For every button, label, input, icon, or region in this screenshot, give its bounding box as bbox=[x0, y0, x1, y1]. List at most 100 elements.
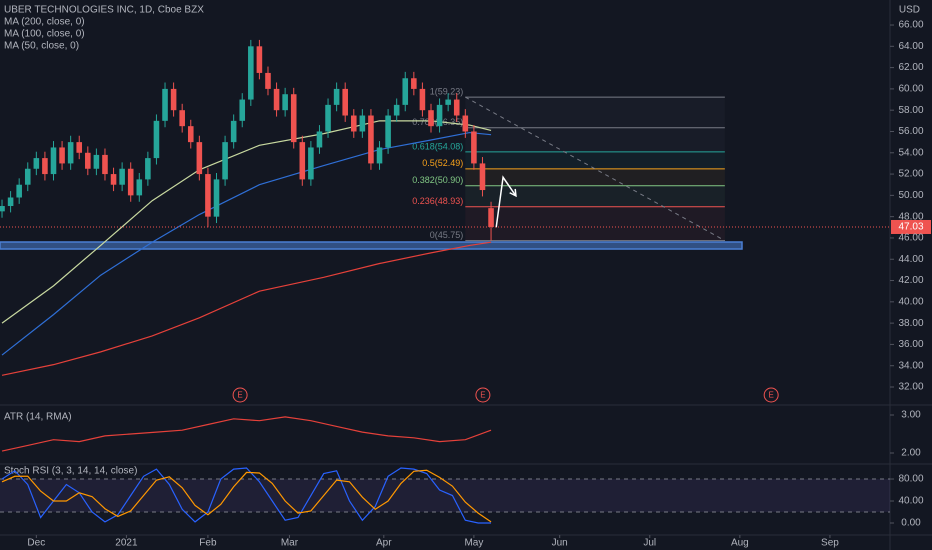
candle-body bbox=[196, 142, 203, 175]
candle-body bbox=[488, 208, 494, 227]
candle-body bbox=[76, 142, 83, 153]
candle-body bbox=[479, 163, 486, 191]
y-tick-label: 80.00 bbox=[898, 474, 923, 485]
candle-body bbox=[411, 78, 417, 89]
y-tick-label: 54.00 bbox=[898, 147, 923, 158]
x-tick-label: Jul bbox=[643, 538, 656, 549]
candle-body bbox=[7, 197, 14, 207]
candle-body bbox=[67, 142, 74, 164]
x-tick-label: Sep bbox=[821, 538, 839, 549]
y-tick-label: 38.00 bbox=[898, 318, 923, 329]
support-zone bbox=[0, 241, 743, 250]
fib-label: 0(45.75) bbox=[430, 230, 464, 240]
last-price-box bbox=[891, 219, 931, 234]
candle-body bbox=[239, 99, 246, 121]
fib-label: 0.5(52.49) bbox=[422, 158, 463, 168]
candle-body bbox=[256, 46, 263, 73]
candle-body bbox=[222, 142, 228, 180]
candle-body bbox=[33, 158, 40, 169]
trend-line bbox=[465, 96, 726, 242]
earnings-marker bbox=[232, 387, 248, 403]
candle-body bbox=[50, 147, 57, 175]
candle-body bbox=[419, 88, 426, 111]
x-tick-label: Apr bbox=[376, 538, 392, 549]
candle-body bbox=[42, 158, 48, 175]
arrow-head bbox=[509, 188, 517, 198]
candle-body bbox=[368, 115, 374, 164]
last-price-label: 47.03 bbox=[898, 222, 923, 233]
fib-band bbox=[465, 168, 725, 186]
fib-label: 0.618(54.08) bbox=[412, 141, 463, 151]
candle-body bbox=[145, 158, 151, 180]
candle-body bbox=[16, 184, 22, 198]
unit-label: USD bbox=[899, 5, 920, 16]
fib-band bbox=[465, 185, 725, 207]
earnings-label: E bbox=[480, 391, 485, 400]
candle-body bbox=[436, 104, 443, 127]
candle-body bbox=[471, 131, 477, 164]
x-tick-label: Dec bbox=[27, 538, 45, 549]
y-tick-label: 50.00 bbox=[898, 190, 923, 201]
candle-body bbox=[290, 94, 297, 143]
candle-body bbox=[393, 104, 400, 116]
y-tick-label: 64.00 bbox=[898, 41, 923, 52]
x-tick-label: Jun bbox=[552, 538, 568, 549]
candle-body bbox=[376, 147, 383, 164]
fib-label: 0.236(48.93) bbox=[412, 196, 463, 206]
y-tick-label: 42.00 bbox=[898, 275, 923, 286]
candle-body bbox=[162, 88, 168, 121]
fib-band bbox=[465, 151, 725, 169]
fib-band bbox=[465, 97, 725, 128]
candle-body bbox=[299, 142, 306, 180]
y-tick-label: 48.00 bbox=[898, 211, 923, 222]
pane-title: ATR (14, RMA) bbox=[4, 412, 72, 423]
legend-entry: MA (200, close, 0) bbox=[4, 17, 85, 28]
candle-body bbox=[316, 131, 323, 148]
candle-body bbox=[110, 174, 117, 185]
indicator-line bbox=[1, 469, 492, 523]
y-tick-label: 44.00 bbox=[898, 254, 923, 265]
moving-average bbox=[1, 241, 492, 376]
candle-body bbox=[0, 206, 5, 212]
y-tick-label: 56.00 bbox=[898, 126, 923, 137]
legend-entry: MA (100, close, 0) bbox=[4, 29, 85, 40]
x-tick-label: Aug bbox=[731, 538, 749, 549]
moving-average bbox=[1, 120, 492, 324]
candle-body bbox=[213, 179, 220, 217]
candle-body bbox=[308, 147, 314, 180]
candle-body bbox=[333, 88, 340, 105]
fib-label: 0.382(50.90) bbox=[412, 175, 463, 185]
candle-body bbox=[59, 147, 65, 164]
candle-body bbox=[282, 94, 288, 111]
x-tick-label: Feb bbox=[199, 538, 217, 549]
candle-body bbox=[428, 110, 434, 127]
indicator-line bbox=[1, 467, 492, 524]
candle-body bbox=[273, 88, 280, 111]
candle-body bbox=[342, 88, 348, 116]
candle-body bbox=[127, 168, 134, 196]
candle-body bbox=[170, 88, 177, 111]
candle-body bbox=[453, 99, 460, 116]
y-tick-label: 66.00 bbox=[898, 20, 923, 31]
candle-body bbox=[462, 115, 469, 132]
y-tick-label: 60.00 bbox=[898, 84, 923, 95]
y-tick-label: 32.00 bbox=[898, 382, 923, 393]
y-tick-label: 34.00 bbox=[898, 360, 923, 371]
y-tick-label: 40.00 bbox=[898, 496, 923, 507]
x-tick-label: 2021 bbox=[115, 538, 138, 549]
candle-body bbox=[102, 154, 108, 175]
indicator-line bbox=[1, 416, 492, 452]
y-tick-label: 36.00 bbox=[898, 339, 923, 350]
candle-body bbox=[93, 154, 100, 169]
candle-body bbox=[350, 115, 357, 132]
candle-body bbox=[179, 110, 185, 127]
earnings-marker bbox=[475, 387, 491, 403]
candle-body bbox=[359, 115, 366, 132]
fib-band bbox=[465, 206, 725, 241]
candle-body bbox=[385, 115, 391, 148]
y-tick-label: 3.00 bbox=[901, 410, 921, 421]
candle-body bbox=[24, 168, 31, 185]
candle-body bbox=[119, 168, 125, 185]
legend-entry: MA (50, close, 0) bbox=[4, 41, 79, 52]
